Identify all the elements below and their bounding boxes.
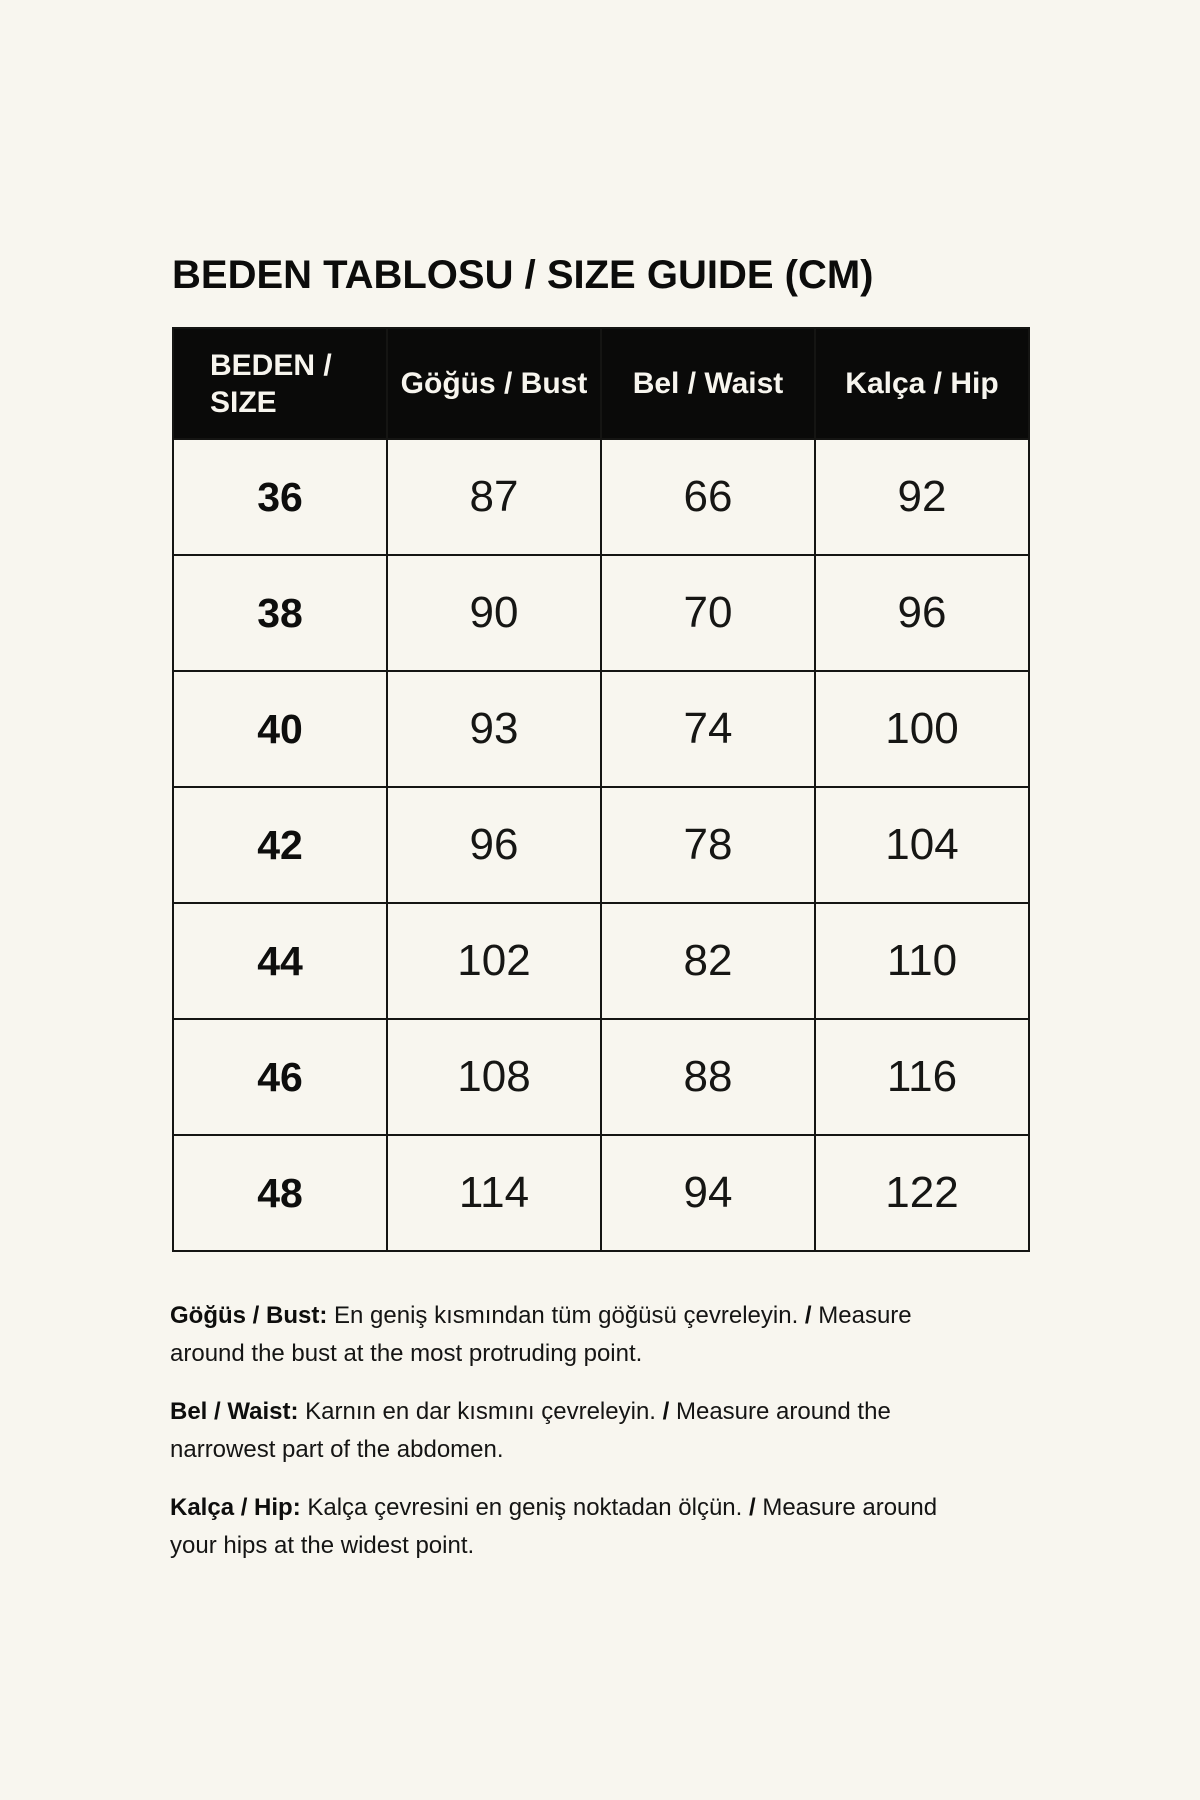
- cell-bust: 90: [386, 554, 602, 672]
- note-waist-english: Measure around the narrowest part of the…: [170, 1398, 891, 1463]
- cell-waist: 82: [600, 902, 816, 1020]
- table-row: 44 102 82 110: [172, 902, 1030, 1020]
- note-waist-turkish: Karnın en dar kısmını çevreleyin.: [298, 1398, 663, 1425]
- cell-hip: 104: [814, 786, 1030, 904]
- cell-size: 46: [172, 1018, 388, 1136]
- column-header-waist: Bel / Waist: [600, 327, 816, 440]
- column-header-size-line2: SIZE: [210, 385, 277, 419]
- size-guide-table-body: 36 87 66 92 38 90 70 96 40 93 74 100 42 …: [172, 438, 1030, 1252]
- note-bust: Göğüs / Bust: En geniş kısmından tüm göğ…: [170, 1297, 952, 1373]
- table-row: 46 108 88 116: [172, 1018, 1030, 1136]
- cell-waist: 88: [600, 1018, 816, 1136]
- column-header-hip-label: Kalça / Hip: [845, 367, 999, 400]
- cell-bust: 102: [386, 902, 602, 1020]
- note-waist-label: Bel / Waist:: [170, 1398, 299, 1425]
- cell-size: 36: [172, 438, 388, 556]
- column-header-size-line1: BEDEN /: [210, 348, 332, 382]
- cell-waist: 70: [600, 554, 816, 672]
- cell-size: 48: [172, 1134, 388, 1252]
- size-guide-table: BEDEN / SIZE Göğüs / Bust Bel / Waist Ka…: [172, 327, 1030, 1252]
- size-guide-table-header: BEDEN / SIZE Göğüs / Bust Bel / Waist Ka…: [172, 327, 1030, 440]
- cell-size: 42: [172, 786, 388, 904]
- cell-bust: 93: [386, 670, 602, 788]
- cell-hip: 96: [814, 554, 1030, 672]
- cell-size: 40: [172, 670, 388, 788]
- table-row: 40 93 74 100: [172, 670, 1030, 788]
- note-hip: Kalça / Hip: Kalça çevresini en geniş no…: [170, 1489, 952, 1565]
- table-row: 36 87 66 92: [172, 438, 1030, 556]
- note-waist: Bel / Waist: Karnın en dar kısmını çevre…: [170, 1393, 952, 1469]
- cell-waist: 78: [600, 786, 816, 904]
- cell-waist: 74: [600, 670, 816, 788]
- cell-hip: 122: [814, 1134, 1030, 1252]
- cell-hip: 100: [814, 670, 1030, 788]
- cell-waist: 66: [600, 438, 816, 556]
- note-hip-label: Kalça / Hip:: [170, 1494, 301, 1521]
- note-hip-slash: /: [748, 1494, 756, 1521]
- table-row: 48 114 94 122: [172, 1134, 1030, 1252]
- note-waist-slash: /: [662, 1398, 670, 1425]
- column-header-waist-label: Bel / Waist: [632, 367, 784, 400]
- cell-waist: 94: [600, 1134, 816, 1252]
- table-row: 38 90 70 96: [172, 554, 1030, 672]
- cell-bust: 108: [386, 1018, 602, 1136]
- header-row: BEDEN / SIZE Göğüs / Bust Bel / Waist Ka…: [172, 327, 1030, 440]
- cell-hip: 116: [814, 1018, 1030, 1136]
- cell-size: 38: [172, 554, 388, 672]
- cell-bust: 87: [386, 438, 602, 556]
- cell-bust: 114: [386, 1134, 602, 1252]
- page-title: BEDEN TABLOSU / SIZE GUIDE (CM): [172, 252, 874, 297]
- note-bust-turkish: En geniş kısmından tüm göğüsü çevreleyin…: [327, 1302, 805, 1329]
- measurement-notes: Göğüs / Bust: En geniş kısmından tüm göğ…: [170, 1297, 952, 1585]
- note-bust-english: Measure around the bust at the most prot…: [170, 1302, 912, 1367]
- column-header-hip: Kalça / Hip: [814, 327, 1030, 440]
- column-header-size: BEDEN / SIZE: [172, 327, 388, 440]
- table-row: 42 96 78 104: [172, 786, 1030, 904]
- note-hip-english: Measure around your hips at the widest p…: [170, 1494, 938, 1559]
- column-header-bust: Göğüs / Bust: [386, 327, 602, 440]
- cell-hip: 92: [814, 438, 1030, 556]
- cell-size: 44: [172, 902, 388, 1020]
- note-bust-label: Göğüs / Bust:: [170, 1302, 328, 1329]
- cell-hip: 110: [814, 902, 1030, 1020]
- note-hip-turkish: Kalça çevresini en geniş noktadan ölçün.: [300, 1494, 749, 1521]
- note-bust-slash: /: [804, 1302, 812, 1329]
- cell-bust: 96: [386, 786, 602, 904]
- column-header-bust-label: Göğüs / Bust: [400, 367, 588, 400]
